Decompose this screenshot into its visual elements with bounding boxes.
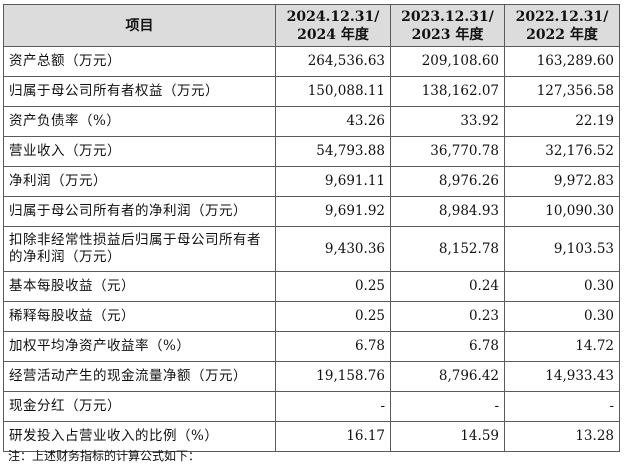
row-label: 经营活动产生的现金流量净额（万元） bbox=[3, 361, 276, 392]
table-row: 资产总额（万元） 264,536.63 209,108.60 163,289.6… bbox=[3, 46, 620, 77]
value-2024: 264,536.63 bbox=[275, 46, 391, 77]
value-2024: - bbox=[275, 391, 391, 422]
table-row: 基本每股收益（元） 0.25 0.24 0.30 bbox=[3, 271, 620, 302]
header-2024: 2024.12.31/ 2024 年度 bbox=[275, 4, 391, 47]
table-header-row: 项目 2024.12.31/ 2024 年度 2023.12.31/ 2023 … bbox=[3, 4, 620, 47]
row-label: 加权平均净资产收益率（%） bbox=[3, 331, 276, 362]
value-2023: 8,796.42 bbox=[390, 361, 505, 392]
value-2023: 14.59 bbox=[390, 421, 505, 452]
value-2023: 8,984.93 bbox=[390, 196, 505, 227]
value-2023: 6.78 bbox=[390, 331, 505, 362]
value-2024: 9,691.11 bbox=[275, 166, 391, 197]
value-2024: 43.26 bbox=[275, 106, 391, 137]
value-2023: 0.24 bbox=[390, 271, 505, 302]
value-2023: 8,976.26 bbox=[390, 166, 505, 197]
value-2023: - bbox=[390, 391, 505, 422]
row-label: 基本每股收益（元） bbox=[3, 271, 276, 302]
table-row: 经营活动产生的现金流量净额（万元） 19,158.76 8,796.42 14,… bbox=[3, 361, 620, 392]
row-label: 归属于母公司所有者的净利润（万元） bbox=[3, 196, 276, 227]
value-2024: 54,793.88 bbox=[275, 136, 391, 167]
table-row: 营业收入（万元） 54,793.88 36,770.78 32,176.52 bbox=[3, 136, 620, 167]
value-2022: 32,176.52 bbox=[504, 136, 620, 167]
value-2024: 16.17 bbox=[275, 421, 391, 452]
row-label: 扣除非经常性损益后归属于母公司所有者的净利润（万元） bbox=[3, 226, 276, 272]
value-2023: 36,770.78 bbox=[390, 136, 505, 167]
value-2023: 8,152.78 bbox=[390, 226, 505, 272]
row-label: 资产负债率（%） bbox=[3, 106, 276, 137]
header-2023: 2023.12.31/ 2023 年度 bbox=[390, 4, 505, 47]
value-2022: 10,090.30 bbox=[504, 196, 620, 227]
footnote: 注：上述财务指标的计算公式如下： bbox=[8, 449, 201, 463]
value-2022: 127,356.58 bbox=[504, 76, 620, 107]
table-row: 稀释每股收益（元） 0.25 0.23 0.30 bbox=[3, 301, 620, 332]
value-2024: 9,430.36 bbox=[275, 226, 391, 272]
table-row: 研发投入占营业收入的比例（%） 16.17 14.59 13.28 bbox=[3, 421, 620, 452]
value-2024: 9,691.92 bbox=[275, 196, 391, 227]
value-2022: 14.72 bbox=[504, 331, 620, 362]
value-2022: 9,103.53 bbox=[504, 226, 620, 272]
value-2022: 9,972.83 bbox=[504, 166, 620, 197]
value-2022: 0.30 bbox=[504, 271, 620, 302]
value-2022: - bbox=[504, 391, 620, 422]
table-row: 加权平均净资产收益率（%） 6.78 6.78 14.72 bbox=[3, 331, 620, 362]
value-2024: 6.78 bbox=[275, 331, 391, 362]
table-row: 归属于母公司所有者权益（万元） 150,088.11 138,162.07 12… bbox=[3, 76, 620, 107]
row-label: 净利润（万元） bbox=[3, 166, 276, 197]
table-row: 扣除非经常性损益后归属于母公司所有者的净利润（万元） 9,430.36 8,15… bbox=[3, 226, 620, 272]
row-label: 现金分红（万元） bbox=[3, 391, 276, 422]
row-label: 资产总额（万元） bbox=[3, 46, 276, 77]
value-2023: 33.92 bbox=[390, 106, 505, 137]
value-2023: 0.23 bbox=[390, 301, 505, 332]
table-row: 资产负债率（%） 43.26 33.92 22.19 bbox=[3, 106, 620, 137]
value-2022: 14,933.43 bbox=[504, 361, 620, 392]
table-row: 现金分红（万元） - - - bbox=[3, 391, 620, 422]
financial-indicators-table: 项目 2024.12.31/ 2024 年度 2023.12.31/ 2023 … bbox=[3, 4, 620, 452]
table-row: 归属于母公司所有者的净利润（万元） 9,691.92 8,984.93 10,0… bbox=[3, 196, 620, 227]
value-2022: 163,289.60 bbox=[504, 46, 620, 77]
value-2022: 0.30 bbox=[504, 301, 620, 332]
row-label: 稀释每股收益（元） bbox=[3, 301, 276, 332]
row-label: 归属于母公司所有者权益（万元） bbox=[3, 76, 276, 107]
value-2024: 0.25 bbox=[275, 271, 391, 302]
table-row: 净利润（万元） 9,691.11 8,976.26 9,972.83 bbox=[3, 166, 620, 197]
value-2022: 22.19 bbox=[504, 106, 620, 137]
row-label: 营业收入（万元） bbox=[3, 136, 276, 167]
value-2023: 138,162.07 bbox=[390, 76, 505, 107]
header-2022: 2022.12.31/ 2022 年度 bbox=[504, 4, 620, 47]
value-2024: 0.25 bbox=[275, 301, 391, 332]
value-2023: 209,108.60 bbox=[390, 46, 505, 77]
row-label: 研发投入占营业收入的比例（%） bbox=[3, 421, 276, 452]
value-2024: 150,088.11 bbox=[275, 76, 391, 107]
value-2024: 19,158.76 bbox=[275, 361, 391, 392]
value-2022: 13.28 bbox=[504, 421, 620, 452]
header-item: 项目 bbox=[3, 4, 276, 47]
